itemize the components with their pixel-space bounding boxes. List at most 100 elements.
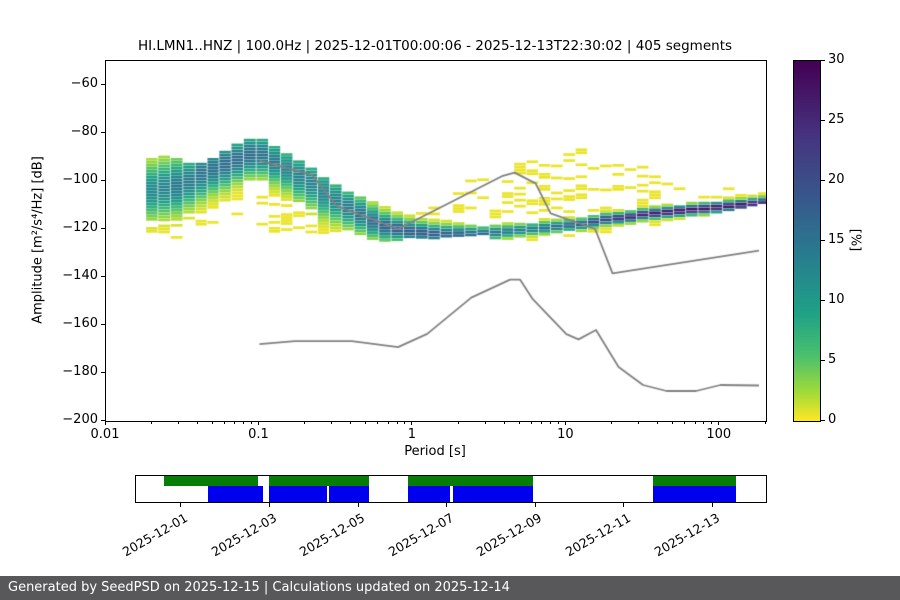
y-tick-label: −80: [70, 124, 98, 139]
date-tick: [180, 503, 182, 507]
x-tick-label: 10: [557, 427, 574, 442]
colorbar-tick-label: 20: [828, 172, 845, 187]
x-minor-tick: [150, 421, 152, 424]
x-minor-tick: [331, 421, 333, 424]
footer-bar: Generated by SeedPSD on 2025-12-15 | Cal…: [0, 576, 900, 600]
x-minor-tick: [365, 421, 367, 424]
x-minor-tick: [211, 421, 213, 424]
psd-plot-area: [105, 60, 767, 422]
x-minor-tick: [250, 421, 252, 424]
x-minor-tick: [503, 421, 505, 424]
x-minor-tick: [657, 421, 659, 424]
date-label: 2025-12-05: [296, 510, 368, 560]
timeline-blue-segment: [329, 486, 370, 502]
y-tick-label: −100: [62, 172, 98, 187]
date-label: 2025-12-13: [651, 510, 722, 560]
footer-text: Generated by SeedPSD on 2025-12-15 | Cal…: [8, 580, 510, 595]
x-minor-tick: [396, 421, 398, 424]
x-minor-tick: [243, 421, 245, 424]
y-tick: [101, 131, 105, 133]
y-axis-label: Amplitude [m²/s⁴/Hz] [dB]: [30, 156, 46, 324]
colorbar-tick-label: 5: [828, 352, 837, 367]
x-minor-tick: [764, 421, 766, 424]
colorbar-tick: [821, 299, 825, 301]
x-minor-tick: [177, 421, 179, 424]
colorbar-tick: [821, 239, 825, 241]
x-minor-tick: [694, 421, 696, 424]
x-tick: [257, 421, 259, 425]
x-tick: [411, 421, 413, 425]
colorbar-tick: [821, 419, 825, 421]
y-tick-label: −120: [62, 220, 98, 235]
y-tick: [101, 227, 105, 229]
colorbar-tick: [821, 59, 825, 61]
x-tick: [718, 421, 720, 425]
x-minor-tick: [530, 421, 532, 424]
x-minor-tick: [350, 421, 352, 424]
colorbar-tick: [821, 119, 825, 121]
x-tick-label: 1: [407, 427, 417, 442]
date-tick: [534, 503, 536, 507]
timeline-blue-segment: [653, 486, 736, 502]
colorbar-tick: [821, 179, 825, 181]
x-minor-tick: [223, 421, 225, 424]
x-minor-tick: [404, 421, 406, 424]
x-minor-tick: [703, 421, 705, 424]
x-minor-tick: [557, 421, 559, 424]
y-tick-label: −140: [62, 268, 98, 283]
date-label: 2025-12-07: [385, 510, 456, 560]
x-minor-tick: [684, 421, 686, 424]
timeline-green-segment: [653, 476, 736, 486]
timeline-green-segment: [163, 476, 259, 486]
x-minor-tick: [638, 421, 640, 424]
x-axis-label: Period [s]: [404, 444, 466, 459]
y-tick-label: −60: [70, 76, 98, 91]
colorbar-gradient-canvas: [794, 61, 820, 421]
x-minor-tick: [234, 421, 236, 424]
x-tick-label: 0.01: [90, 427, 120, 442]
y-tick: [101, 371, 105, 373]
date-label: 2025-12-03: [208, 510, 279, 560]
x-minor-tick: [541, 421, 543, 424]
colorbar-tick-label: 30: [828, 52, 845, 67]
x-minor-tick: [711, 421, 713, 424]
date-tick: [712, 503, 714, 507]
x-tick-label: 0.1: [248, 427, 269, 442]
x-minor-tick: [611, 421, 613, 424]
plot-title: HI.LMN1..HNZ | 100.0Hz | 2025-12-01T00:0…: [137, 38, 733, 54]
x-minor-tick: [457, 421, 459, 424]
date-label: 2025-12-01: [119, 510, 191, 560]
x-tick: [104, 421, 106, 425]
colorbar-tick-label: 10: [828, 292, 845, 307]
x-minor-tick: [672, 421, 674, 424]
timeline-green-segment: [408, 476, 533, 486]
date-tick: [446, 503, 448, 507]
y-tick-label: −200: [62, 412, 98, 427]
x-minor-tick: [196, 421, 198, 424]
availability-timeline: [135, 475, 767, 503]
x-tick-label: 100: [706, 427, 732, 442]
colorbar-tick: [821, 359, 825, 361]
y-tick: [101, 419, 105, 421]
date-label: 2025-12-11: [562, 510, 634, 560]
x-minor-tick: [518, 421, 520, 424]
timeline-blue-segment: [408, 486, 451, 502]
colorbar: [793, 60, 821, 422]
timeline-blue-segment: [452, 486, 533, 502]
colorbar-tick-label: 25: [828, 112, 845, 127]
date-tick: [357, 503, 359, 507]
timeline-blue-segment: [268, 486, 327, 502]
x-tick: [564, 421, 566, 425]
timeline-green-segment: [268, 476, 370, 486]
y-tick-label: −160: [62, 316, 98, 331]
y-tick-label: −180: [62, 364, 98, 379]
timeline-blue-segment: [207, 486, 263, 502]
date-tick: [269, 503, 271, 507]
date-tick: [623, 503, 625, 507]
colorbar-tick-label: 0: [828, 412, 837, 427]
x-minor-tick: [484, 421, 486, 424]
y-tick: [101, 179, 105, 181]
x-minor-tick: [377, 421, 379, 424]
x-minor-tick: [549, 421, 551, 424]
